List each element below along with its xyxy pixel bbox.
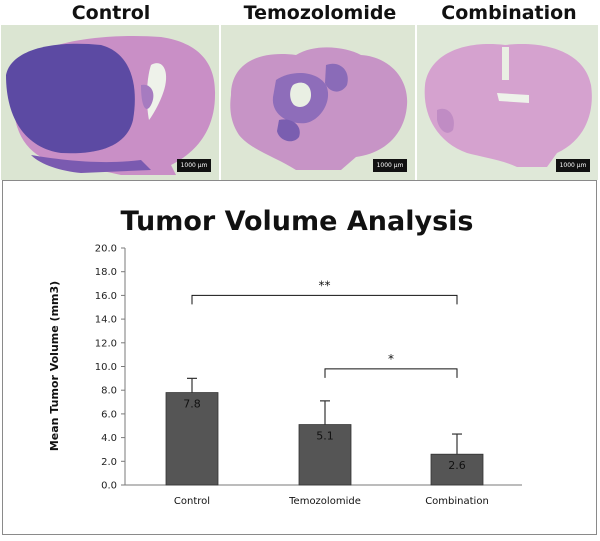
y-tick-label: 4.0 — [101, 433, 117, 444]
data-label: 5.1 — [316, 430, 334, 443]
bar — [165, 392, 219, 486]
x-tick-label: Control — [174, 496, 210, 507]
bar — [430, 453, 484, 486]
y-tick-label: 0.0 — [101, 481, 117, 492]
y-tick-label: 6.0 — [101, 409, 117, 420]
scale-bar-temozolomide: 1000 μm — [373, 159, 407, 172]
significance-label: ** — [319, 278, 331, 292]
scale-bar-control: 1000 μm — [177, 159, 211, 172]
y-tick-label: 18.0 — [95, 267, 117, 278]
significance-label: * — [388, 352, 394, 366]
bar-chart: Tumor Volume Analysis Mean Tumor Volume (… — [48, 206, 522, 507]
y-axis-label: Mean Tumor Volume (mm3) — [48, 281, 61, 451]
chart-title: Tumor Volume Analysis — [121, 206, 474, 237]
histology-image-temozolomide: 1000 μm — [221, 25, 415, 180]
x-tick-label: Temozolomide — [288, 496, 361, 507]
y-tick-label: 8.0 — [101, 386, 117, 397]
scale-bar-combination: 1000 μm — [556, 159, 590, 172]
panel-title-combination: Combination — [441, 2, 577, 24]
y-tick-label: 12.0 — [95, 338, 117, 349]
panel-title-control: Control — [71, 2, 151, 24]
histology-image-control: 1000 μm — [1, 25, 219, 180]
panel-title-temozolomide: Temozolomide — [243, 2, 397, 24]
data-label: 7.8 — [183, 398, 201, 411]
bar — [298, 424, 352, 486]
histology-image-combination: 1000 μm — [417, 25, 598, 180]
y-tick-label: 14.0 — [95, 315, 117, 326]
significance-bracket — [324, 368, 458, 378]
significance-bracket — [191, 294, 458, 305]
y-tick-label: 10.0 — [95, 362, 117, 373]
y-tick-label: 16.0 — [95, 291, 117, 302]
y-tick-label: 2.0 — [101, 457, 117, 468]
x-tick-label: Combination — [425, 496, 489, 507]
data-label: 2.6 — [448, 459, 466, 472]
y-tick-label: 20.0 — [95, 244, 117, 255]
